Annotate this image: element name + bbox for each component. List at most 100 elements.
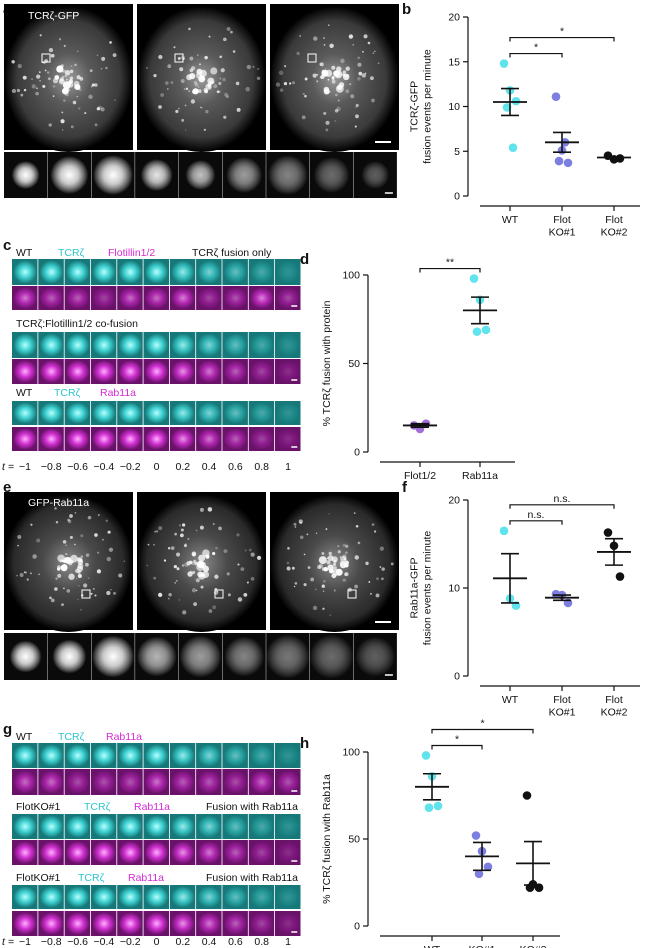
vesicle bbox=[368, 581, 371, 583]
data-point bbox=[563, 158, 573, 168]
vesicle bbox=[180, 528, 184, 532]
cell bbox=[4, 6, 133, 152]
tile-spot bbox=[250, 260, 274, 284]
tile-spot bbox=[223, 770, 248, 794]
x-tick-label: Flot KO#2 bbox=[601, 694, 628, 719]
tile-spot bbox=[13, 770, 37, 794]
vesicle bbox=[354, 584, 359, 589]
vesicle bbox=[69, 535, 73, 539]
vesicle bbox=[342, 543, 346, 547]
tile-spot bbox=[39, 770, 64, 794]
vesicle bbox=[345, 66, 350, 71]
vesicle bbox=[301, 115, 306, 120]
vesicle bbox=[201, 106, 203, 109]
vesicle bbox=[200, 585, 204, 589]
vesicle bbox=[31, 84, 36, 89]
tile-spot bbox=[118, 287, 143, 309]
vesicle bbox=[107, 530, 111, 534]
y-tick-label: 0 bbox=[354, 921, 360, 933]
time-label: −1 bbox=[19, 461, 31, 473]
significance-bracket bbox=[509, 52, 563, 58]
tile-spot bbox=[197, 402, 222, 424]
vesicle bbox=[102, 538, 104, 541]
vesicle bbox=[84, 112, 87, 115]
vesicle bbox=[70, 65, 73, 68]
tile-spot bbox=[118, 841, 143, 864]
vesicle bbox=[304, 94, 307, 98]
tile-spot bbox=[118, 770, 143, 794]
vesicle bbox=[58, 38, 62, 41]
vesicle bbox=[64, 74, 67, 78]
vesicle bbox=[327, 78, 330, 81]
vesicle bbox=[178, 524, 182, 527]
vesicle bbox=[379, 546, 384, 551]
roi-box bbox=[307, 53, 317, 63]
vesicle bbox=[325, 120, 330, 125]
data-point bbox=[554, 156, 564, 166]
vesicle bbox=[85, 553, 90, 557]
vesicle bbox=[307, 566, 311, 569]
vesicle bbox=[248, 548, 252, 552]
significance-label: * bbox=[534, 42, 538, 54]
vesicle bbox=[48, 123, 52, 127]
vesicle bbox=[92, 587, 95, 590]
tile-spot bbox=[144, 260, 169, 284]
vesicle-cluster bbox=[328, 551, 332, 556]
vesicle bbox=[226, 572, 230, 576]
vesicle bbox=[83, 583, 88, 588]
tile-spot bbox=[118, 360, 143, 383]
vesicle bbox=[165, 81, 169, 85]
vesicle bbox=[349, 83, 352, 86]
tile-spot bbox=[250, 428, 274, 450]
vesicle bbox=[39, 80, 41, 82]
vesicle bbox=[278, 70, 284, 76]
vesicle bbox=[17, 64, 22, 69]
vesicle bbox=[52, 95, 55, 97]
vesicle bbox=[323, 37, 325, 39]
x-tick-label: KO#1 bbox=[469, 944, 496, 948]
time-label: 1 bbox=[285, 461, 291, 473]
tile-spot bbox=[276, 886, 300, 908]
tile-spot bbox=[223, 333, 248, 357]
tile-spot bbox=[250, 886, 274, 908]
vesicle bbox=[256, 76, 261, 80]
vesicle bbox=[80, 534, 84, 538]
vesicle bbox=[94, 83, 98, 87]
tile-spot bbox=[65, 841, 90, 864]
vesicle bbox=[174, 532, 177, 536]
vesicle bbox=[153, 74, 157, 78]
vesicle bbox=[345, 544, 349, 548]
thumb-spot bbox=[93, 155, 134, 195]
vesicle-cluster bbox=[336, 66, 342, 72]
vesicle bbox=[80, 555, 84, 558]
vesicle bbox=[180, 533, 184, 538]
vesicle-cluster bbox=[58, 78, 65, 85]
tile-spot bbox=[92, 744, 116, 767]
data-point bbox=[472, 327, 482, 336]
panel-letter: c bbox=[3, 237, 11, 254]
panel-letter: b bbox=[402, 1, 411, 18]
x-tick-label: Flot1/2 bbox=[404, 470, 436, 482]
significance-label: n.s. bbox=[554, 493, 571, 505]
time-prefix: t = bbox=[2, 461, 14, 473]
vesicle bbox=[374, 50, 376, 53]
vesicle bbox=[223, 549, 228, 554]
vesicle bbox=[78, 107, 81, 110]
x-tick-label: WT bbox=[502, 694, 519, 706]
vesicle bbox=[298, 519, 303, 524]
time-label: −0.4 bbox=[94, 936, 115, 948]
y-tick-label: 20 bbox=[448, 495, 460, 507]
panel-letter: e bbox=[3, 479, 11, 496]
vesicle bbox=[69, 514, 73, 518]
y-tick-label: 20 bbox=[448, 12, 460, 24]
vesicle-cluster bbox=[199, 69, 207, 77]
time-label: 0.8 bbox=[254, 936, 269, 948]
thumb-spot bbox=[313, 157, 350, 193]
vesicle bbox=[26, 578, 29, 581]
time-label: 1 bbox=[285, 936, 291, 948]
tile-spot bbox=[39, 886, 64, 908]
vesicle bbox=[195, 529, 198, 532]
vesicle bbox=[183, 88, 186, 90]
tile-spot bbox=[250, 744, 274, 767]
time-label: −0.4 bbox=[94, 461, 115, 473]
